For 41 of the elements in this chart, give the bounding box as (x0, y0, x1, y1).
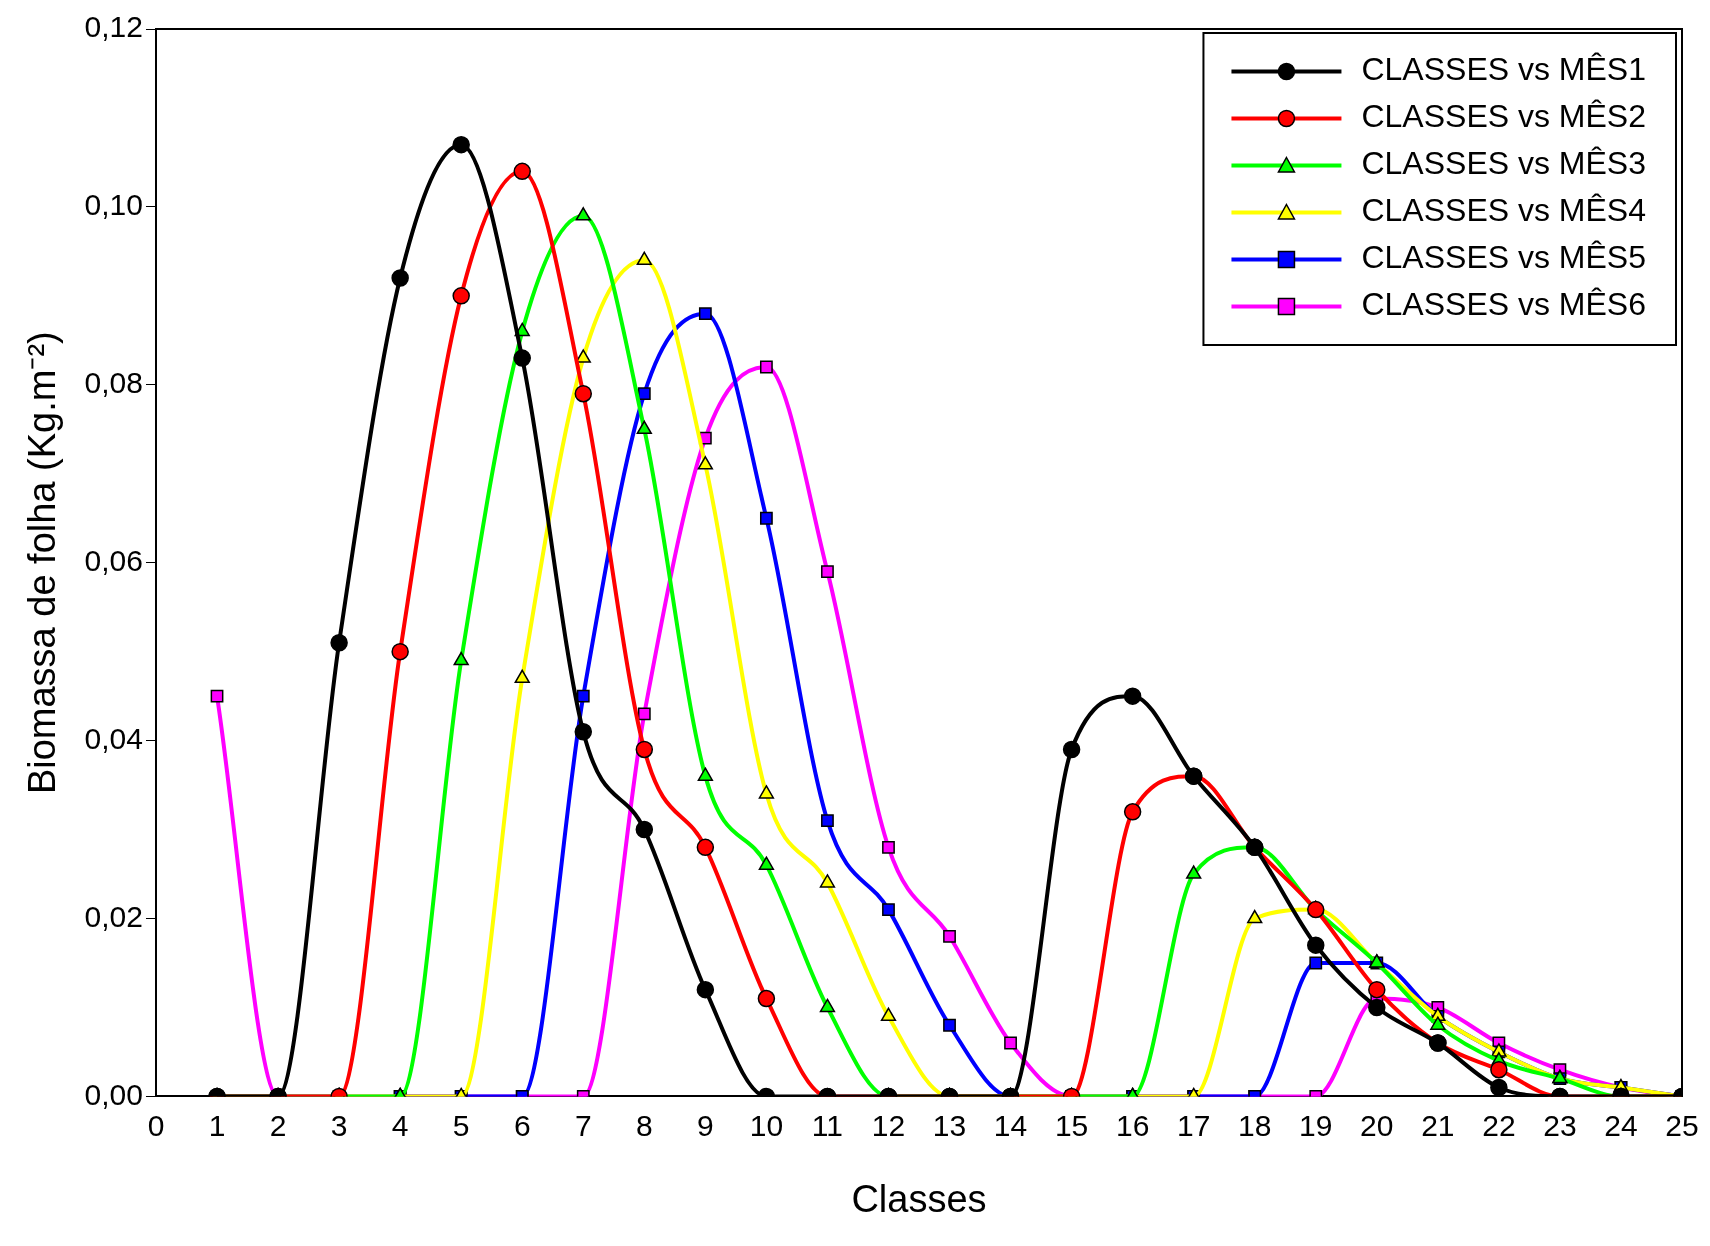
x-tick-label: 3 (330, 1108, 348, 1142)
x-tick-label: 24 (1604, 1108, 1638, 1142)
x-tick-label: 18 (1238, 1108, 1272, 1142)
x-tick-label: 12 (871, 1108, 906, 1142)
x-tick-label: 20 (1360, 1108, 1394, 1142)
y-tick-label: 0,00 (84, 1077, 143, 1111)
x-tick-label: 6 (513, 1108, 531, 1142)
legend-label: CLASSES vs MÊS1 (1361, 51, 1646, 88)
x-tick-label: 16 (1115, 1108, 1150, 1142)
y-tick-label: 0,08 (84, 366, 143, 400)
y-tick-label: 0,10 (84, 188, 143, 222)
x-tick-label: 0 (147, 1108, 165, 1142)
x-axis-title: Classes (851, 1177, 987, 1220)
y-tick-label: 0,06 (84, 543, 143, 577)
y-tick-label: 0,12 (84, 10, 143, 44)
y-tick-label: 0,02 (84, 899, 143, 933)
x-tick-label: 9 (697, 1108, 714, 1142)
y-tick-label: 0,04 (84, 721, 143, 755)
x-tick-label: 22 (1482, 1108, 1516, 1142)
x-tick-label: 19 (1299, 1108, 1333, 1142)
x-tick-label: 15 (1054, 1108, 1089, 1142)
x-tick-label: 2 (269, 1108, 287, 1142)
legend-label: CLASSES vs MÊS2 (1361, 98, 1646, 135)
x-tick-label: 7 (574, 1108, 592, 1142)
x-tick-label: 10 (749, 1108, 784, 1142)
x-tick-label: 5 (452, 1108, 470, 1142)
legend-label: CLASSES vs MÊS4 (1361, 192, 1646, 229)
x-tick-label: 11 (811, 1108, 844, 1142)
x-tick-label: 13 (932, 1108, 967, 1142)
x-tick-label: 4 (391, 1108, 409, 1142)
x-tick-label: 25 (1665, 1108, 1699, 1142)
legend-label: CLASSES vs MÊS6 (1361, 286, 1646, 323)
x-tick-label: 17 (1176, 1108, 1211, 1142)
x-tick-label: 1 (208, 1108, 226, 1142)
x-tick-label: 8 (635, 1108, 653, 1142)
legend-label: CLASSES vs MÊS3 (1361, 145, 1646, 182)
x-tick-label: 14 (993, 1108, 1028, 1142)
y-axis-title: Biomassa de folha (Kg.m⁻²) (21, 331, 64, 795)
x-tick-label: 23 (1543, 1108, 1577, 1142)
legend-label: CLASSES vs MÊS5 (1361, 239, 1646, 276)
x-tick-label: 21 (1421, 1108, 1455, 1142)
